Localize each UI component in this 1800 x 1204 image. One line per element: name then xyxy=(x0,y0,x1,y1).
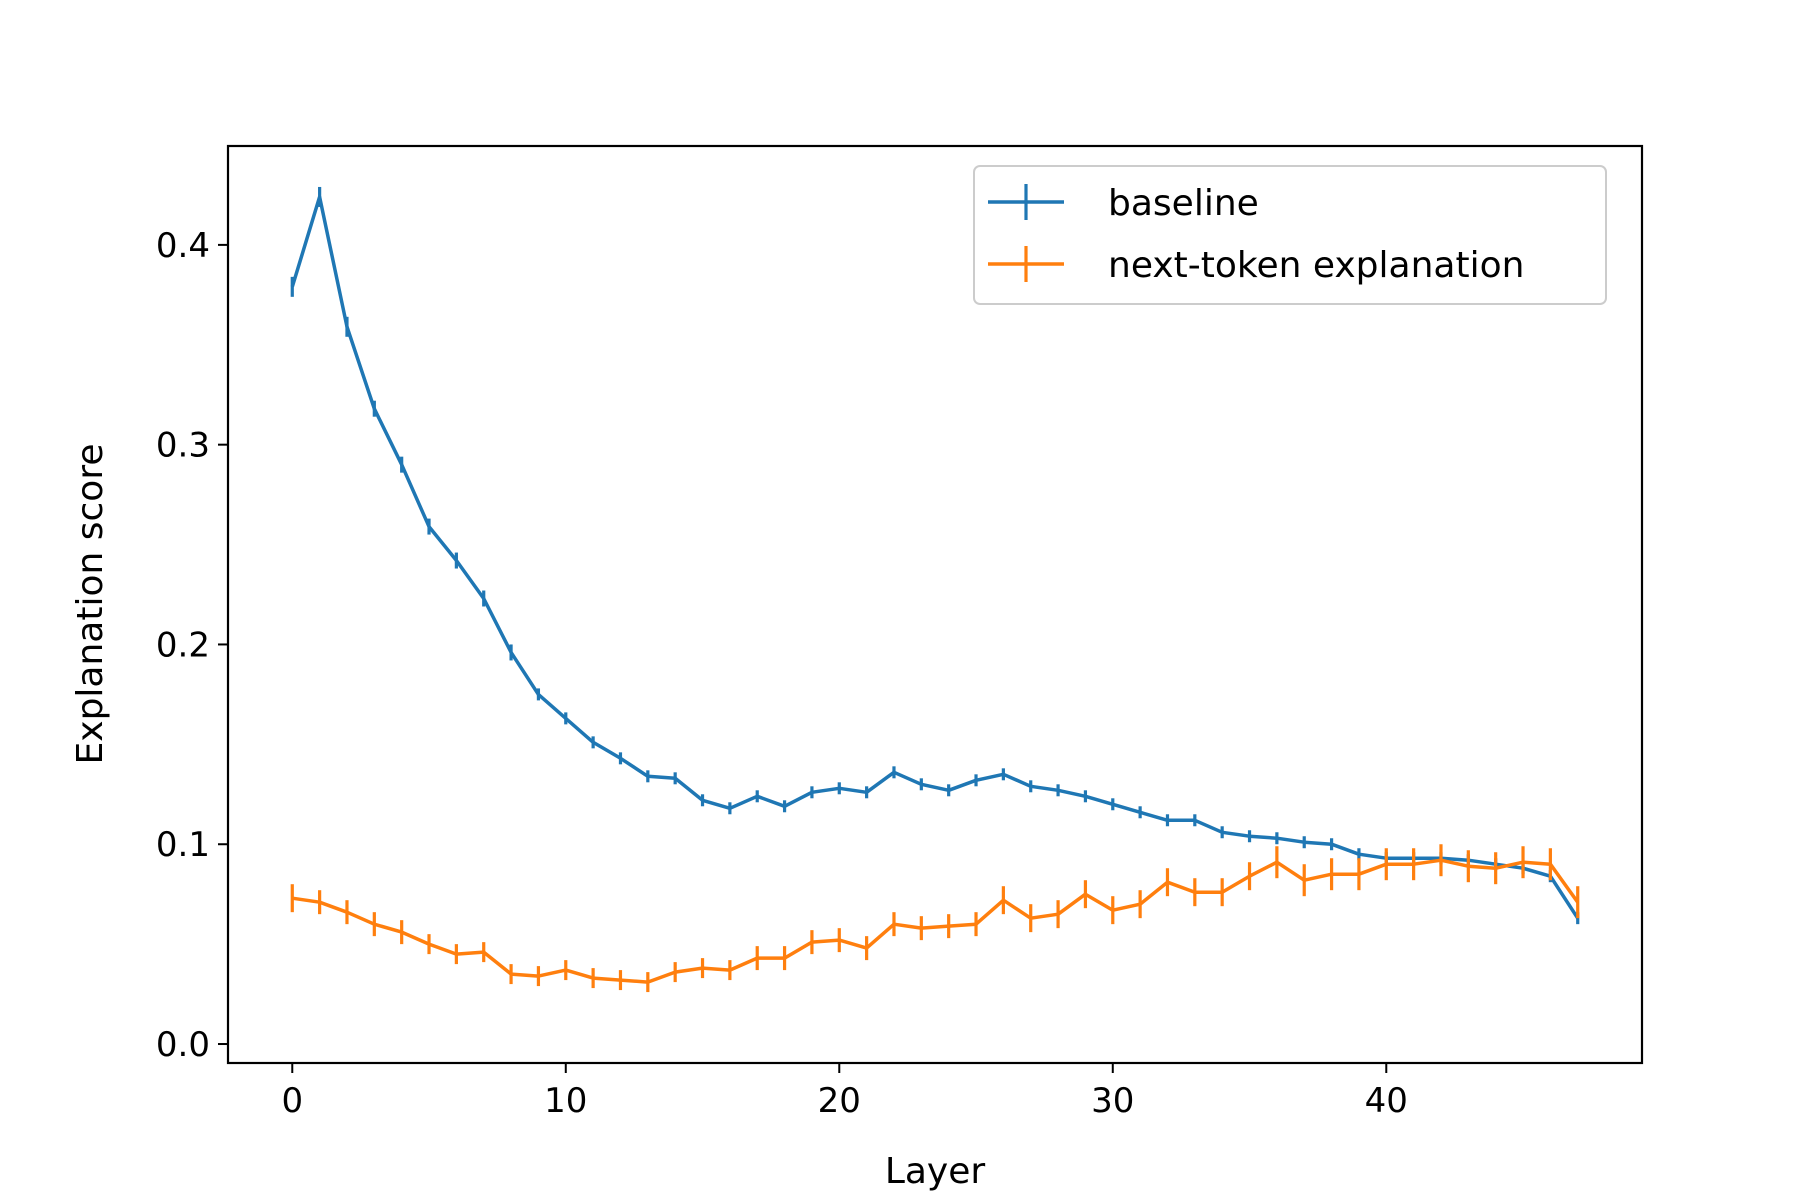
series-line-next-token-explanation xyxy=(292,858,1580,984)
series-layer xyxy=(290,186,1580,993)
x-tick-label: 20 xyxy=(818,1081,861,1121)
series-baseline xyxy=(290,186,1580,925)
x-axis: 0 10 20 30 40 xyxy=(281,1063,1408,1121)
y-tick-label: 0.3 xyxy=(156,426,210,466)
legend-box xyxy=(973,165,1607,305)
x-tick-label: 40 xyxy=(1365,1081,1408,1121)
y-axis: 0.0 0.1 0.2 0.3 0.4 xyxy=(156,226,228,1065)
y-tick-label: 0.4 xyxy=(156,226,210,266)
series-next-token-explanation xyxy=(290,844,1580,993)
y-tick-label: 0.1 xyxy=(156,825,210,865)
y-tick-label: 0.2 xyxy=(156,625,210,665)
x-axis-label: Layer xyxy=(885,1151,986,1192)
x-tick-label: 10 xyxy=(544,1081,587,1121)
legend-label-next-token-explanation: next-token explanation xyxy=(1108,245,1524,286)
legend: baseline next-token explanation xyxy=(973,165,1607,305)
y-tick-label: 0.0 xyxy=(156,1025,210,1065)
x-tick-label: 0 xyxy=(281,1081,303,1121)
series-line-baseline xyxy=(290,195,1580,920)
x-tick-label: 30 xyxy=(1091,1081,1134,1121)
y-axis-label: Explanation score xyxy=(70,444,111,765)
plot-frame xyxy=(226,144,1644,1065)
legend-label-baseline: baseline xyxy=(1108,183,1259,224)
